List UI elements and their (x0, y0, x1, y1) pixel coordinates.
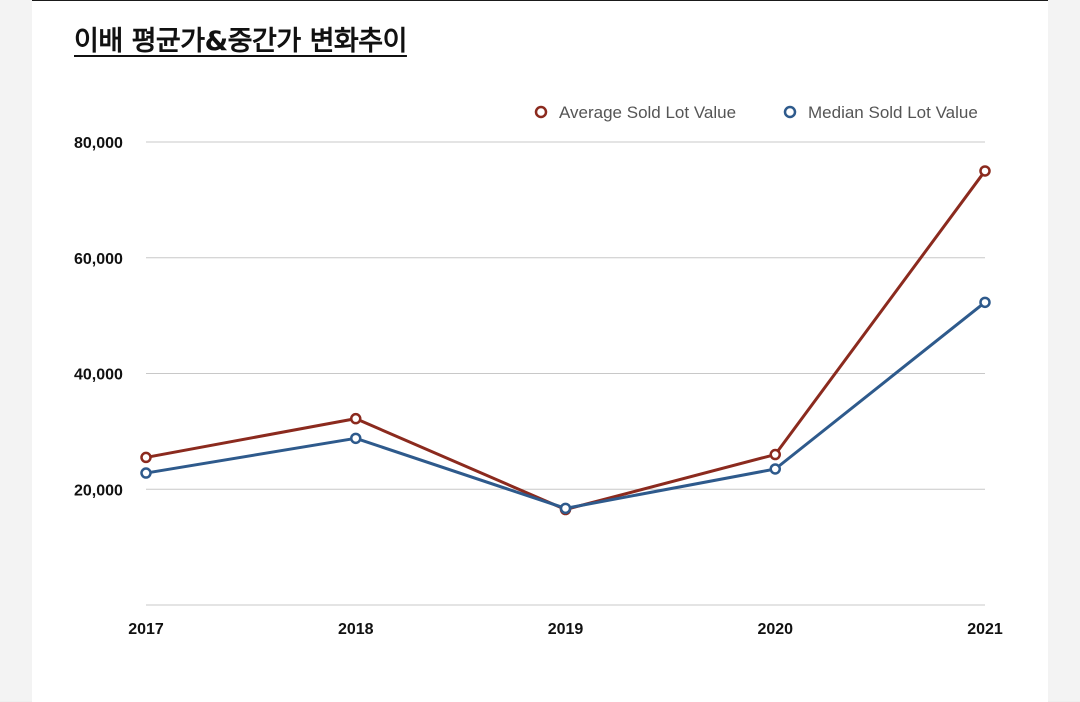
y-tick-label: 40,000 (74, 367, 123, 384)
series-average (140, 165, 991, 516)
x-axis-ticks: 2017 2018 2019 2020 2021 (128, 621, 1003, 638)
legend-entry: Average Sold Lot Value (534, 103, 736, 122)
right-margin (1048, 0, 1080, 701)
data-point (140, 467, 152, 479)
data-point (350, 432, 362, 445)
legend-label: Median Sold Lot Value (808, 103, 978, 122)
data-point (769, 463, 781, 475)
series-line (145, 301, 986, 510)
grid-lines (146, 141, 985, 606)
data-point (350, 412, 362, 425)
y-tick-label: 60,000 (74, 251, 123, 268)
legend-entry: Median Sold Lot Value (783, 103, 978, 122)
data-point (979, 165, 991, 177)
legend: Average Sold Lot Value Median Sold Lot Va… (534, 103, 978, 122)
x-tick-label: 2018 (338, 621, 374, 638)
chart-page: 이배 평균가&중간가 변화추이 20,000 40,000 60,000 80,000… (32, 0, 1048, 702)
series-line (145, 170, 987, 512)
data-point (140, 451, 152, 464)
data-point (559, 502, 572, 515)
y-axis-ticks: 20,000 40,000 60,000 80,000 (74, 135, 123, 499)
series-lines (140, 165, 991, 516)
x-tick-label: 2020 (757, 621, 793, 638)
x-tick-label: 2021 (967, 621, 1003, 638)
x-tick-label: 2017 (128, 621, 164, 638)
left-margin (0, 0, 32, 701)
series-median (140, 296, 991, 515)
data-point (769, 448, 781, 461)
y-tick-label: 80,000 (74, 135, 123, 152)
data-point (979, 296, 991, 309)
legend-marker-icon (783, 105, 797, 119)
legend-marker-icon (534, 105, 548, 119)
line-chart: 20,000 40,000 60,000 80,000 2017 2018 2019 202… (74, 103, 1003, 638)
y-tick-label: 20,000 (74, 482, 123, 499)
legend-label: Average Sold Lot Value (559, 103, 736, 122)
x-tick-label: 2019 (548, 621, 584, 638)
chart-title: 이배 평균가&중간가 변화추이 (74, 26, 407, 57)
